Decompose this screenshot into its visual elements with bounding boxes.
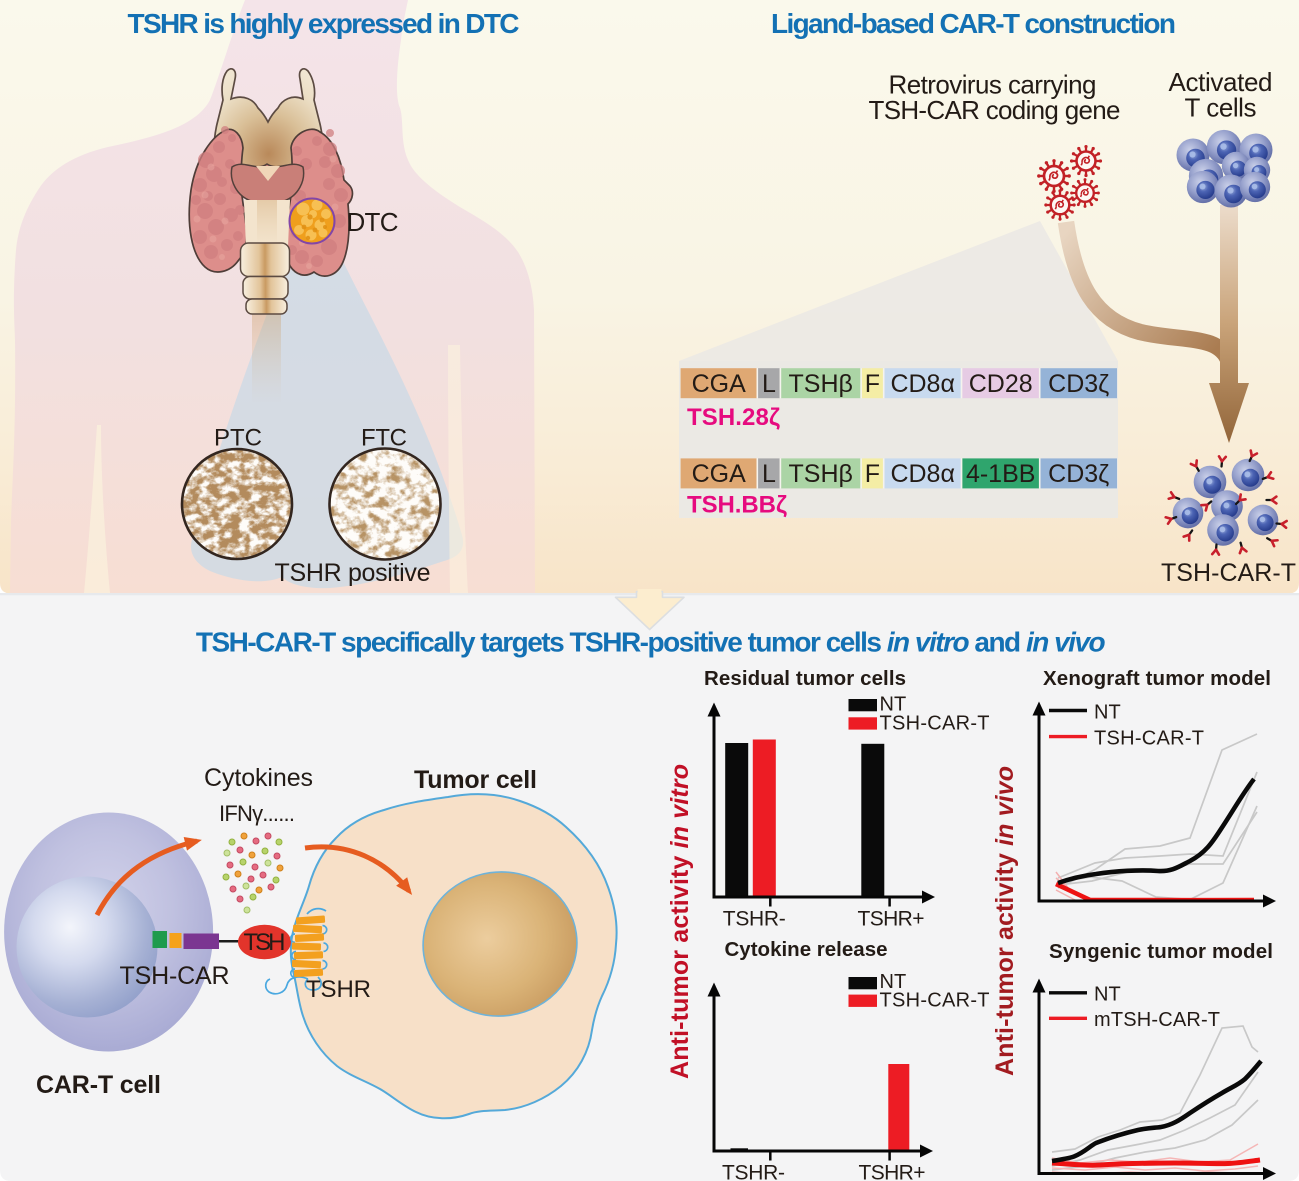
svg-text:TSHR+: TSHR+	[858, 908, 925, 931]
svg-text:CD8α: CD8α	[890, 460, 954, 488]
svg-text:T cells: T cells	[1185, 93, 1257, 123]
svg-text:Xenograft tumor model: Xenograft tumor model	[1043, 667, 1271, 690]
svg-text:NT: NT	[1094, 984, 1121, 1006]
svg-text:CGA: CGA	[692, 460, 747, 488]
svg-text:F: F	[865, 370, 880, 398]
svg-text:TSHR-: TSHR-	[723, 908, 786, 931]
svg-text:TSHβ: TSHβ	[789, 460, 853, 488]
svg-text:TSH.28ζ: TSH.28ζ	[687, 404, 780, 431]
svg-text:CAR-T cell: CAR-T cell	[36, 1071, 161, 1099]
svg-text:TSH-CAR: TSH-CAR	[120, 962, 230, 990]
svg-text:Anti-tumor activity in vivo: Anti-tumor activity in vivo	[991, 766, 1019, 1076]
svg-text:TSHR+: TSHR+	[859, 1162, 926, 1181]
svg-text:Cytokine release: Cytokine release	[725, 938, 888, 961]
svg-text:IFNγ......: IFNγ......	[219, 801, 295, 826]
svg-text:CD3ζ: CD3ζ	[1048, 370, 1109, 398]
svg-text:NT: NT	[880, 694, 907, 716]
svg-text:Tumor cell: Tumor cell	[414, 766, 537, 794]
svg-text:Cytokines: Cytokines	[204, 764, 313, 792]
svg-text:TSHR positive: TSHR positive	[275, 559, 431, 587]
svg-text:mTSH-CAR-T: mTSH-CAR-T	[1094, 1009, 1220, 1031]
svg-text:TSH.BBζ: TSH.BBζ	[687, 492, 787, 519]
svg-text:DTC: DTC	[347, 207, 399, 237]
svg-text:TSH: TSH	[244, 929, 286, 956]
svg-text:F: F	[865, 460, 880, 488]
svg-text:Activated: Activated	[1169, 67, 1273, 97]
svg-text:Ligand-based CAR-T constructio: Ligand-based CAR-T construction	[771, 8, 1176, 39]
svg-text:L: L	[762, 460, 776, 488]
svg-text:NT: NT	[1094, 701, 1121, 723]
svg-text:TSHR-: TSHR-	[722, 1162, 785, 1181]
svg-text:TSH-CAR-T specifically targets: TSH-CAR-T specifically targets TSHR-posi…	[196, 627, 1106, 658]
svg-text:Anti-tumor activity in vitro: Anti-tumor activity in vitro	[666, 764, 694, 1079]
svg-text:Syngenic tumor model: Syngenic tumor model	[1049, 940, 1273, 963]
svg-text:CD3ζ: CD3ζ	[1048, 460, 1109, 488]
svg-text:NT: NT	[880, 971, 907, 993]
svg-text:PTC: PTC	[214, 425, 262, 452]
svg-text:L: L	[762, 370, 776, 398]
svg-text:TSH-CAR-T: TSH-CAR-T	[1161, 559, 1296, 587]
svg-text:4-1BB: 4-1BB	[966, 460, 1035, 488]
svg-text:TSHR: TSHR	[306, 976, 371, 1003]
svg-text:TSHβ: TSHβ	[789, 370, 853, 398]
svg-text:TSH-CAR-T: TSH-CAR-T	[880, 712, 990, 734]
svg-text:CD8α: CD8α	[890, 370, 954, 398]
svg-text:CD28: CD28	[969, 370, 1033, 398]
svg-text:FTC: FTC	[361, 425, 407, 452]
svg-text:TSH-CAR-T: TSH-CAR-T	[1094, 728, 1204, 750]
svg-text:Residual tumor cells: Residual tumor cells	[704, 667, 906, 690]
svg-text:TSHR is highly expressed in DT: TSHR is highly expressed in DTC	[128, 8, 520, 39]
svg-text:TSH-CAR coding gene: TSH-CAR coding gene	[869, 95, 1121, 125]
svg-text:TSH-CAR-T: TSH-CAR-T	[880, 990, 990, 1012]
svg-text:Retrovirus carrying: Retrovirus carrying	[889, 70, 1097, 100]
svg-text:CGA: CGA	[692, 370, 747, 398]
